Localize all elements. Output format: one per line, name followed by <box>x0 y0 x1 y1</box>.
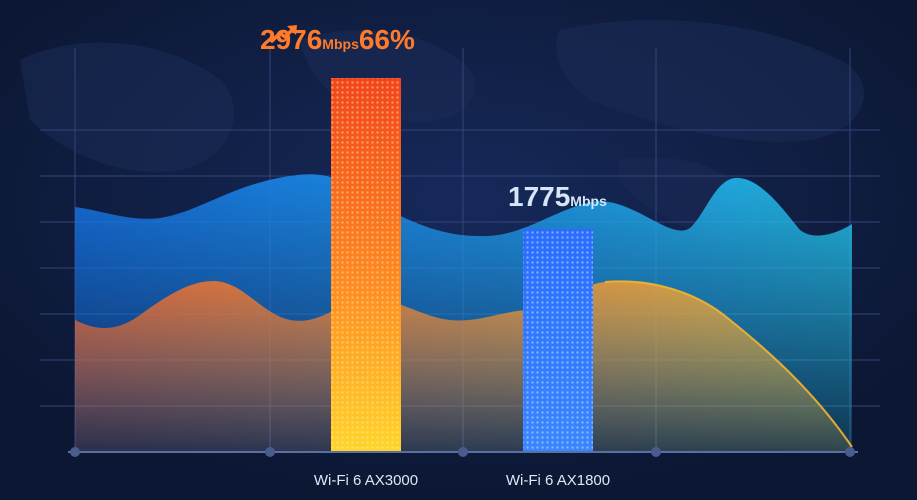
axis-node-2 <box>265 447 275 457</box>
bar-1-value-label: 2976Mbps 66% <box>260 24 415 56</box>
axis-node-1 <box>70 447 80 457</box>
world-map-decoration <box>20 20 864 241</box>
orange-wave-edge <box>604 280 853 448</box>
category-label-1: Wi-Fi 6 AX3000 <box>313 472 419 489</box>
axis-node-5 <box>845 447 855 457</box>
bar-2-dot-texture <box>523 228 593 452</box>
orange-wave-area <box>75 280 852 452</box>
axis-node-3 <box>458 447 468 457</box>
bars <box>331 78 593 452</box>
axis-node-4 <box>651 447 661 457</box>
bar-1-increase: 66% <box>358 24 415 55</box>
trend-up-icon <box>270 25 297 43</box>
category-label-2: Wi-Fi 6 AX1800 <box>505 472 611 489</box>
axis-nodes <box>70 447 855 457</box>
bar-2-value: 1775 <box>508 180 571 212</box>
bar-1-unit: Mbps <box>322 36 359 52</box>
bar-1-dot-texture <box>331 78 401 452</box>
bar-2-value-label: 1775Mbps <box>508 181 607 213</box>
bar-2-unit: Mbps <box>570 192 607 209</box>
